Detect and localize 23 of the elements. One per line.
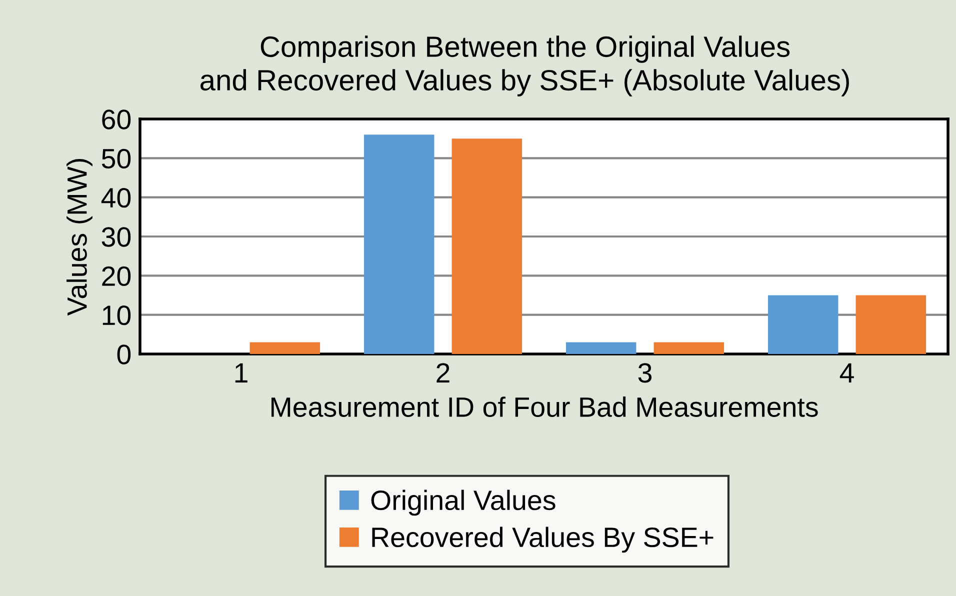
bar xyxy=(452,138,522,354)
bar xyxy=(364,134,434,354)
y-tick-label: 60 xyxy=(102,110,131,130)
y-tick-label: 40 xyxy=(101,188,131,208)
legend-label: Original Values xyxy=(371,490,556,516)
y-tick-label: 10 xyxy=(102,306,131,326)
bar xyxy=(856,295,926,354)
y-axis-title: Values (MW) xyxy=(66,158,92,316)
y-tick-label: 0 xyxy=(117,344,131,364)
bar xyxy=(566,342,636,354)
y-tick-label: 30 xyxy=(102,227,131,247)
x-tick-label: 3 xyxy=(638,363,652,383)
bar xyxy=(250,342,320,354)
x-tick-label: 1 xyxy=(235,363,248,382)
x-tick-label: 2 xyxy=(436,363,450,382)
legend-label: Recovered Values By SSE+ xyxy=(372,526,714,553)
y-tick-label: 20 xyxy=(102,266,131,286)
x-axis-title: Measurement ID of Four Bad Measurements xyxy=(271,396,818,417)
y-tick-label: 50 xyxy=(102,148,131,169)
bar xyxy=(768,295,838,354)
bar xyxy=(654,342,724,354)
x-tick-label: 4 xyxy=(840,363,854,382)
chart-title: Comparison Between the Original Values and Recovered Values by SSE+ (Absolute Values) xyxy=(200,36,849,96)
